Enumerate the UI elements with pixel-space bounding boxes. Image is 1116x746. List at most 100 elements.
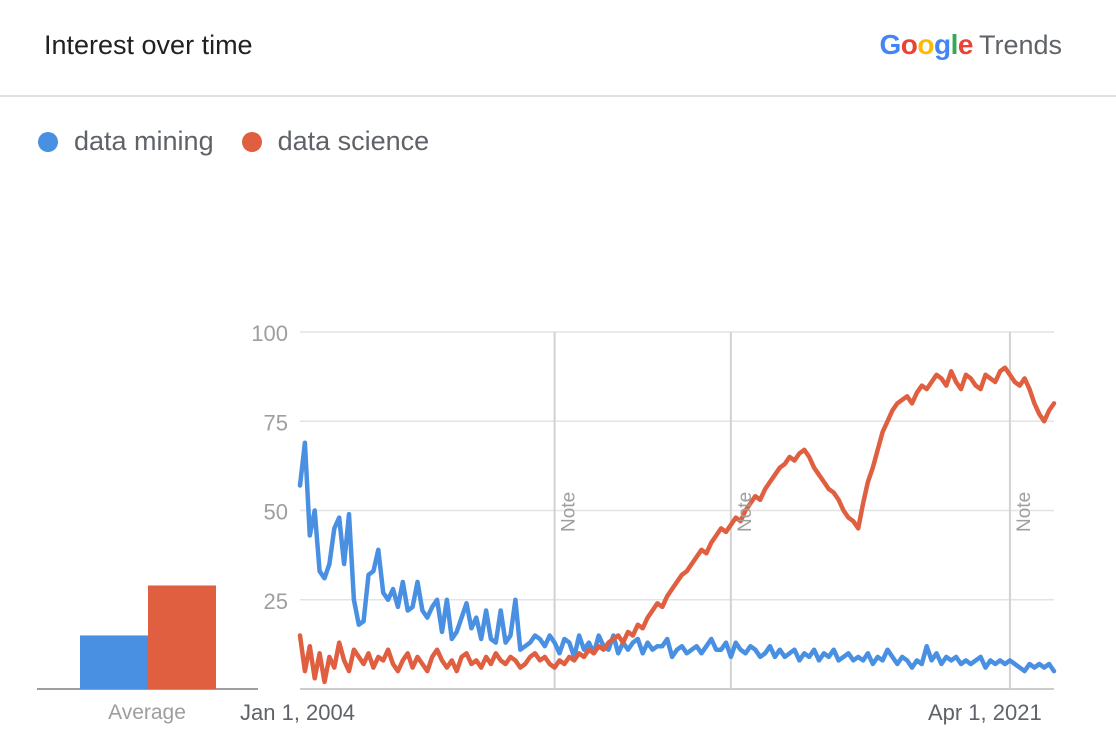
google-letter: e bbox=[957, 29, 974, 60]
data-point bbox=[862, 502, 864, 504]
data-point bbox=[421, 663, 423, 665]
data-point bbox=[818, 659, 820, 662]
data-point bbox=[994, 663, 996, 665]
x-tick-label: Jan 1, 2004 bbox=[240, 700, 355, 725]
data-point bbox=[911, 667, 913, 669]
data-point bbox=[931, 381, 933, 383]
data-point bbox=[838, 659, 840, 662]
data-point bbox=[784, 463, 786, 465]
data-point bbox=[446, 667, 448, 669]
data-point bbox=[980, 388, 982, 390]
data-point bbox=[573, 659, 575, 662]
data-point bbox=[749, 502, 752, 504]
data-point bbox=[1019, 385, 1021, 387]
data-point bbox=[891, 409, 894, 412]
data-point bbox=[451, 659, 453, 662]
data-point bbox=[681, 574, 683, 576]
data-point bbox=[671, 588, 673, 590]
data-point bbox=[309, 645, 311, 647]
data-point bbox=[916, 392, 918, 394]
data-point bbox=[906, 659, 908, 662]
data-point bbox=[363, 663, 365, 665]
data-point bbox=[1038, 663, 1040, 665]
data-point bbox=[539, 659, 541, 662]
data-point bbox=[1024, 670, 1026, 672]
data-point bbox=[441, 659, 443, 662]
note-label: Note bbox=[559, 492, 580, 532]
data-point bbox=[480, 638, 482, 640]
data-point bbox=[984, 374, 987, 376]
data-point bbox=[441, 631, 443, 633]
data-point bbox=[691, 563, 693, 565]
data-point bbox=[554, 642, 556, 644]
average-label: Average bbox=[108, 701, 186, 724]
data-point bbox=[563, 663, 566, 665]
legend-item-data-science[interactable]: data science bbox=[241, 126, 429, 157]
chart-gridlines bbox=[37, 331, 1054, 690]
data-point bbox=[451, 638, 453, 640]
data-point bbox=[524, 645, 526, 647]
data-point bbox=[691, 649, 693, 651]
data-point bbox=[1009, 659, 1011, 662]
data-point bbox=[1014, 381, 1016, 383]
data-point bbox=[833, 492, 835, 494]
data-point bbox=[642, 627, 644, 629]
data-point bbox=[882, 659, 884, 662]
data-point bbox=[744, 652, 747, 654]
data-point bbox=[299, 634, 301, 637]
data-point bbox=[842, 509, 845, 512]
chart-legend: data mining data science bbox=[38, 126, 457, 157]
data-point bbox=[333, 527, 335, 530]
data-point bbox=[514, 659, 517, 662]
data-point bbox=[950, 370, 952, 372]
axis-labels: 25 50 75 100 Note Note Note Jan 1, 2004 Apr 1, 2… bbox=[108, 321, 1042, 725]
data-point bbox=[358, 624, 360, 626]
data-point bbox=[774, 474, 776, 476]
data-point bbox=[377, 656, 379, 658]
data-point bbox=[598, 634, 600, 637]
data-point bbox=[402, 659, 404, 662]
data-point bbox=[480, 667, 482, 669]
data-point bbox=[500, 609, 502, 612]
data-point bbox=[509, 634, 512, 637]
data-point bbox=[955, 656, 957, 658]
data-point bbox=[994, 381, 996, 383]
data-point bbox=[759, 656, 761, 658]
data-point bbox=[935, 374, 938, 376]
data-point bbox=[700, 549, 703, 551]
data-point bbox=[426, 670, 428, 672]
data-point bbox=[661, 645, 663, 647]
data-point bbox=[309, 534, 311, 537]
data-point bbox=[632, 634, 634, 637]
data-point bbox=[304, 442, 306, 444]
data-point bbox=[754, 495, 756, 497]
data-point bbox=[720, 527, 722, 530]
data-point bbox=[446, 599, 448, 601]
data-point bbox=[926, 388, 928, 390]
data-point bbox=[740, 649, 742, 651]
data-point bbox=[505, 642, 507, 644]
data-point bbox=[465, 652, 468, 654]
data-point bbox=[647, 617, 649, 619]
data-point bbox=[852, 520, 854, 522]
data-point bbox=[568, 656, 570, 658]
data-point bbox=[416, 581, 419, 583]
data-point bbox=[921, 385, 923, 387]
google-letter: o bbox=[900, 29, 918, 60]
data-point bbox=[656, 602, 659, 604]
note-label: Note bbox=[1014, 492, 1035, 532]
data-point bbox=[828, 656, 830, 658]
data-point bbox=[490, 663, 492, 665]
data-point bbox=[519, 667, 521, 669]
data-point bbox=[891, 656, 894, 658]
data-point bbox=[1033, 402, 1035, 404]
data-point bbox=[965, 659, 967, 662]
data-point bbox=[358, 656, 360, 658]
data-point bbox=[353, 599, 355, 601]
data-point bbox=[813, 649, 815, 651]
data-point bbox=[921, 663, 923, 665]
y-tick-label: 75 bbox=[264, 410, 288, 435]
data-point bbox=[725, 531, 727, 533]
legend-item-data-mining[interactable]: data mining bbox=[38, 126, 214, 157]
data-point bbox=[392, 663, 394, 665]
